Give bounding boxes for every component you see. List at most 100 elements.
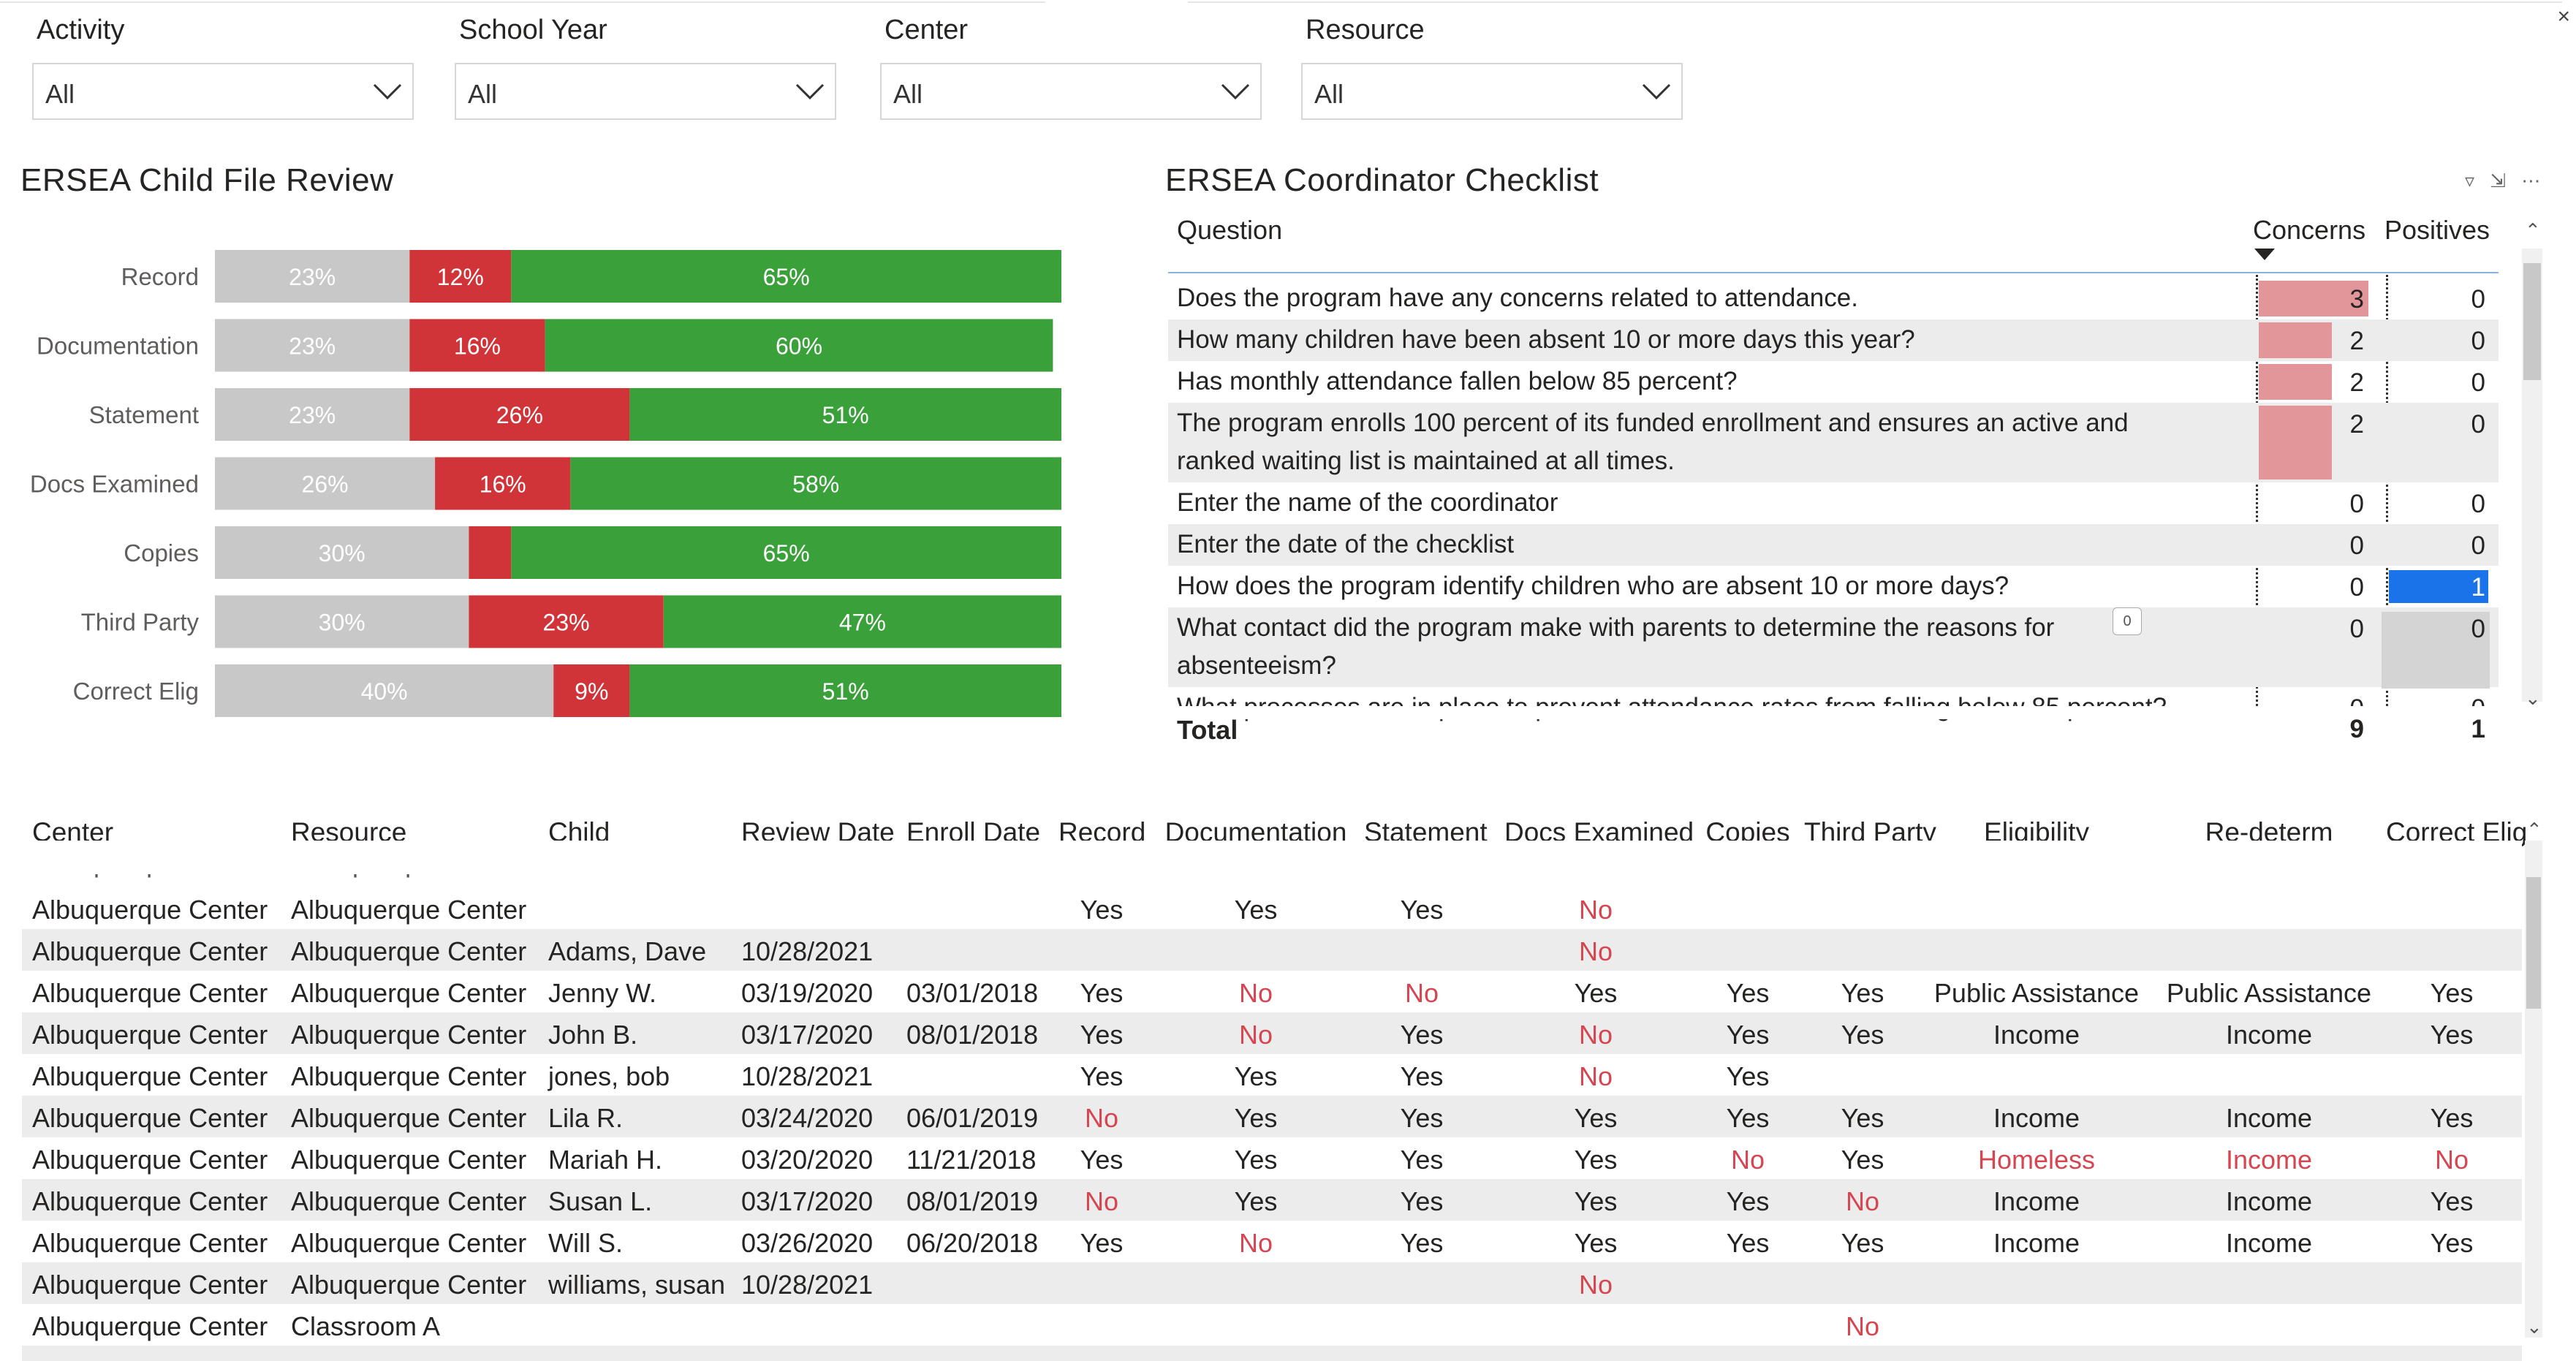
table-cell[interactable]: Income [2225,1186,2313,1216]
slicer-dropdown[interactable]: All [32,63,414,120]
table-cell[interactable]: Income [2225,1020,2313,1050]
table-cell[interactable]: Yes [1841,1020,1884,1050]
bar-segment[interactable] [409,250,512,303]
table-cell[interactable]: Income [2225,1228,2313,1258]
positives-value[interactable]: 0 [2471,327,2485,355]
bar-segment[interactable] [469,526,512,579]
table-cell[interactable]: Yes [1841,1145,1884,1175]
table-cell[interactable]: No [1578,936,1613,966]
positives-value[interactable]: 0 [2471,410,2485,439]
table-cell[interactable]: Yes [1080,978,1124,1008]
table-cell[interactable]: jones, bob [548,1061,670,1091]
table-cell[interactable]: Albuquerque Center [291,1228,527,1258]
question-text[interactable]: What contact did the program make with p… [1177,613,2055,642]
table-cell[interactable]: No [1578,1270,1613,1300]
table-cell[interactable]: Yes [1574,1145,1618,1175]
column-header-positives[interactable]: Positives [2384,215,2490,245]
table-cell[interactable]: williams, susan [548,1270,726,1300]
table-cell[interactable]: Yes [1841,1228,1884,1258]
question-text[interactable]: The program enrolls 100 percent of its f… [1177,409,2129,437]
concerns-value[interactable]: 3 [2349,285,2364,314]
concerns-value[interactable]: 0 [2349,573,2364,602]
table-cell[interactable]: Yes [2430,1103,2474,1133]
table-cell[interactable]: 11/21/2018 [906,1145,1037,1175]
bar-segment[interactable] [215,457,436,510]
table-cell[interactable]: Albuquerque Center [291,936,527,966]
table-cell[interactable]: No [1238,1228,1273,1258]
bar-segment[interactable] [511,526,1061,579]
table-cell[interactable]: Public Assistance [1933,978,2140,1008]
question-text[interactable]: How does the program identify children w… [1177,572,2009,600]
bar-segment[interactable] [469,595,664,648]
table-cell[interactable]: Albuquerque Center [32,1270,268,1300]
table-cell[interactable]: Albuquerque Center [32,1103,268,1133]
table-cell[interactable]: Yes [1726,1186,1770,1216]
table-cell[interactable]: Yes [1400,895,1444,925]
table-cell[interactable]: Albuquerque Center [291,1145,527,1175]
table-cell[interactable]: Albuquerque Center [291,1020,527,1050]
table-scroll-thumb[interactable] [2526,877,2541,1009]
table-cell[interactable]: Income [1993,1228,2080,1258]
table-cell[interactable]: Yes [1080,1061,1124,1091]
column-header-concerns[interactable]: Concerns [2253,215,2366,245]
table-row[interactable] [22,1012,2522,1054]
table-cell[interactable]: Yes [1234,895,1278,925]
table-cell[interactable]: No [2434,1145,2469,1175]
table-cell[interactable]: No [1845,1311,1880,1341]
table-cell[interactable]: 10/28/2021 [741,936,874,966]
table-cell[interactable]: Adams, Dave [548,936,707,966]
table-cell[interactable]: Income [2225,1103,2313,1133]
question-text[interactable]: Enter the date of the checklist [1177,530,1515,558]
slicer-dropdown[interactable]: All [1301,63,1683,120]
table-cell[interactable]: Yes [1400,1103,1444,1133]
positives-value[interactable]: 0 [2471,615,2485,643]
table-cell[interactable]: Income [1993,1020,2080,1050]
table-cell[interactable]: 03/17/2020 [741,1020,874,1050]
table-cell[interactable]: Susan L. [548,1186,653,1216]
table-cell[interactable]: Albuquerque Center [291,1186,527,1216]
table-row[interactable] [22,1179,2522,1221]
table-cell[interactable]: 08/01/2018 [906,1020,1039,1050]
table-cell[interactable]: Jenny W. [548,978,657,1008]
slicer-dropdown[interactable]: All [880,63,1262,120]
table-cell[interactable]: No [1578,1061,1613,1091]
more-options-icon[interactable]: ⋯ [2521,170,2541,192]
bar-segment[interactable] [215,388,410,441]
scroll-up-icon[interactable]: ⌃ [2525,219,2541,241]
concerns-value[interactable]: 2 [2349,327,2364,355]
slicer-dropdown[interactable]: All [455,63,836,120]
concerns-value[interactable]: 2 [2349,410,2364,439]
positives-value[interactable]: 0 [2471,285,2485,314]
table-cell[interactable]: Albuquerque Center [291,1103,527,1133]
table-cell[interactable]: 08/01/2019 [906,1186,1039,1216]
question-text[interactable]: How many children have been absent 10 or… [1177,325,1915,354]
table-cell[interactable]: Yes [1726,1020,1770,1050]
table-cell[interactable]: Yes [1400,1186,1444,1216]
table-cell[interactable]: Yes [1234,1061,1278,1091]
table-cell[interactable]: Yes [1841,978,1884,1008]
close-icon[interactable]: × [2557,4,2570,29]
table-cell[interactable]: Homeless [1977,1145,2096,1175]
table-cell[interactable]: Public Assistance [2166,978,2372,1008]
bar-segment[interactable] [215,250,410,303]
positives-value[interactable]: 0 [2471,531,2485,560]
table-cell[interactable]: 03/01/2018 [906,978,1039,1008]
table-cell[interactable]: Yes [1080,1228,1124,1258]
table-scroll-down-icon[interactable]: ⌄ [2526,1316,2542,1338]
table-cell[interactable]: Albuquerque Center [32,895,268,925]
table-cell[interactable]: 10/28/2021 [741,1270,874,1300]
column-header-question[interactable]: Question [1177,215,1283,245]
table-cell[interactable]: Albuquerque Center [32,1228,268,1258]
table-cell[interactable]: Yes [1400,1061,1444,1091]
focus-mode-icon[interactable]: ⇲ [2490,170,2507,192]
table-cell[interactable]: No [1578,1020,1613,1050]
table-cell[interactable]: No [1084,1186,1119,1216]
bar-segment[interactable] [215,595,469,648]
positives-value[interactable]: 1 [2471,573,2485,602]
positives-value[interactable]: 0 [2471,368,2485,397]
table-cell[interactable]: 10/28/2021 [741,1061,874,1091]
table-cell[interactable]: No [1238,978,1273,1008]
table-cell[interactable]: Albuquerque Center [32,1311,268,1341]
table-cell[interactable]: Yes [1841,1103,1884,1133]
table-cell[interactable]: Yes [1574,1103,1618,1133]
